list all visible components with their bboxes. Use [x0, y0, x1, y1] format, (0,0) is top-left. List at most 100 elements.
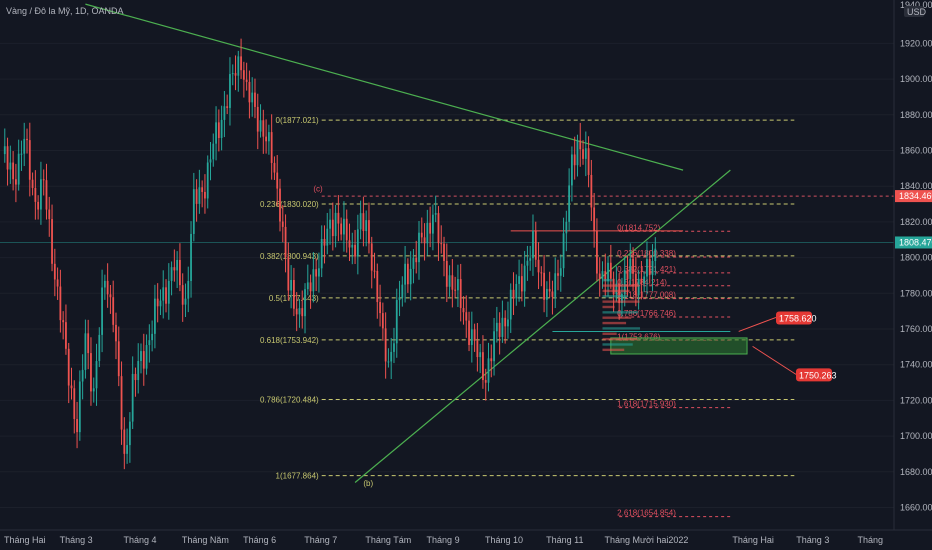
candle-body	[384, 328, 387, 362]
candle-body	[115, 324, 117, 342]
candle-body	[579, 140, 582, 150]
candle-body	[598, 273, 601, 279]
time-tick-label: Tháng 3	[796, 535, 829, 545]
candle-body	[373, 270, 376, 272]
fib-small-level-label: 1(1753.676)	[617, 332, 660, 341]
candle-body	[23, 138, 26, 154]
candle-body	[409, 268, 412, 285]
candle-body	[98, 334, 101, 362]
candle-body	[434, 213, 437, 215]
price-tick-label: 1780.00	[900, 288, 932, 298]
candle-body	[406, 263, 409, 285]
candle-body	[101, 287, 103, 335]
volume-profile-bar	[602, 279, 613, 282]
candle-body	[582, 149, 584, 159]
candle-body	[540, 272, 543, 274]
candle-body	[209, 159, 212, 163]
candle-body	[623, 269, 626, 294]
candle-body	[309, 282, 312, 292]
candle-body	[142, 351, 145, 369]
candle-body	[426, 222, 429, 244]
candle-body	[326, 228, 329, 246]
time-axis[interactable]: Tháng Hai Tháng 3 Tháng 4 Tháng Năm Tháng 6 T…	[4, 535, 883, 545]
price-tick-label: 1680.00	[900, 467, 932, 477]
candle-body	[140, 351, 142, 362]
candle-body	[128, 421, 131, 446]
candle-body	[212, 143, 215, 160]
fib-small-level-label: 0.786(1766.746)	[617, 309, 676, 318]
candle-body	[87, 333, 90, 354]
fib-level-label: 0.382(1800.943)	[260, 252, 319, 261]
candle-body	[340, 223, 343, 235]
price-callout[interactable]	[776, 311, 812, 325]
time-tick-label: Tháng 10	[485, 535, 523, 545]
candle-body	[234, 73, 237, 76]
candle-body	[126, 445, 128, 454]
fib-level-label: 0.618(1753.942)	[260, 336, 319, 345]
candle-body	[117, 341, 120, 377]
candle-body	[109, 294, 112, 298]
candle-body	[220, 119, 223, 138]
volume-profile-bar	[602, 327, 641, 330]
price-tag-label: 1808.470	[899, 237, 932, 247]
ascending-trendline[interactable]	[354, 169, 731, 483]
candle-body	[457, 279, 459, 291]
candle-body	[259, 120, 262, 132]
price-tag-label: 1834.460	[899, 191, 932, 201]
candle-body	[6, 146, 9, 170]
time-tick-label: Tháng 4	[124, 535, 157, 545]
candle-body	[103, 280, 106, 288]
candle-body	[637, 278, 640, 296]
candle-body	[365, 220, 368, 232]
price-tick-label: 1720.00	[900, 395, 932, 405]
candle-body	[112, 297, 115, 325]
candle-body	[204, 191, 206, 199]
candle-body	[301, 308, 304, 317]
candle-body	[507, 319, 509, 327]
candle-body	[312, 269, 315, 292]
candle-body	[3, 146, 6, 155]
candle-body	[293, 279, 295, 309]
currency-badge[interactable]	[904, 6, 924, 17]
candle-body	[184, 298, 187, 305]
price-tag[interactable]	[895, 236, 932, 249]
price-tag[interactable]	[895, 190, 932, 203]
candle-body	[20, 153, 23, 155]
candle-body	[298, 308, 301, 315]
candle-body	[504, 317, 507, 327]
fib-level-label: 0.236(1830.020)	[260, 200, 319, 209]
candle-body	[67, 348, 70, 386]
candle-body	[56, 279, 59, 287]
candle-body	[621, 293, 623, 304]
callout-leader	[738, 316, 777, 332]
candle-body	[454, 289, 457, 291]
price-axis[interactable]: 1660.00 1680.00 1700.00 1720.00 1740.00 1760.…	[900, 38, 932, 512]
candle-body	[229, 74, 231, 108]
volume-profile-bar	[602, 343, 633, 346]
candle-body	[15, 179, 17, 185]
candle-body	[245, 79, 248, 82]
candle-body	[354, 244, 356, 257]
candle-body	[573, 154, 576, 166]
price-callout[interactable]	[796, 368, 832, 382]
price-tick-label: 1820.00	[900, 217, 932, 227]
candle-body	[596, 230, 598, 274]
candle-body	[554, 273, 557, 297]
fib-retracement-main[interactable]: 0(1877.021) 0.236(1830.020) 0.382(1800.943…	[260, 116, 795, 481]
wave-label: (b)	[363, 479, 373, 488]
candle-body	[62, 320, 65, 323]
candle-body	[587, 148, 590, 175]
candle-body	[70, 385, 73, 389]
volume-profile-bar	[602, 316, 632, 319]
candle-body	[523, 265, 526, 292]
time-tick-label: Tháng Năm	[182, 535, 229, 545]
candle-body	[468, 320, 470, 345]
candle-body	[198, 187, 201, 204]
candle-body	[162, 287, 165, 301]
price-tick-label: 1920.00	[900, 38, 932, 48]
candle-body	[195, 189, 198, 204]
candle-body	[192, 189, 195, 234]
time-tick-label: Tháng 11	[546, 535, 583, 545]
candle-body	[318, 268, 320, 277]
